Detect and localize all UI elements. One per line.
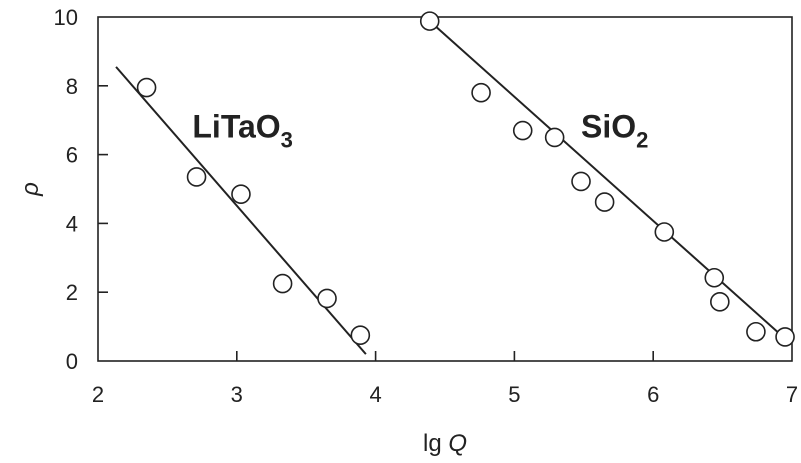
- x-tick-label: 2: [92, 382, 104, 407]
- x-tick-label: 6: [647, 382, 659, 407]
- series-label: SiO2: [581, 108, 648, 152]
- y-tick-label: 4: [66, 211, 78, 236]
- y-tick-label: 2: [66, 280, 78, 305]
- data-point: [775, 327, 795, 347]
- plot-frame: [97, 16, 793, 362]
- data-point: [136, 77, 157, 98]
- data-point: [594, 192, 615, 212]
- data-point: [746, 321, 766, 342]
- x-tick-label: 7: [786, 382, 798, 407]
- data-point: [272, 273, 293, 294]
- data-point: [571, 171, 591, 192]
- y-tick-label: 0: [66, 349, 78, 374]
- data-point: [704, 267, 725, 288]
- fit-lines: [115, 20, 786, 355]
- series-label: LiTaO3: [192, 108, 293, 152]
- x-axis-label: lg Q: [423, 430, 467, 457]
- series-labels: LiTaO3 SiO2: [192, 108, 648, 152]
- data-points: [136, 11, 795, 347]
- y-tick-label: 10: [54, 5, 78, 30]
- y-axis-label: ρ: [17, 182, 44, 197]
- data-point: [710, 292, 730, 312]
- y-tick-label: 8: [66, 74, 78, 99]
- y-tick-label: 6: [66, 143, 78, 168]
- data-point: [350, 325, 371, 346]
- data-point: [186, 167, 207, 187]
- data-point: [231, 184, 251, 204]
- x-tick-label: 5: [508, 382, 520, 407]
- data-point: [654, 222, 675, 242]
- data-point: [471, 82, 491, 103]
- data-point: [512, 120, 533, 141]
- fit-line: [429, 20, 786, 340]
- data-point: [544, 127, 565, 148]
- data-point: [419, 11, 440, 31]
- x-tick-label: 3: [231, 382, 243, 407]
- data-point: [317, 288, 337, 309]
- x-tick-label: 4: [369, 382, 381, 407]
